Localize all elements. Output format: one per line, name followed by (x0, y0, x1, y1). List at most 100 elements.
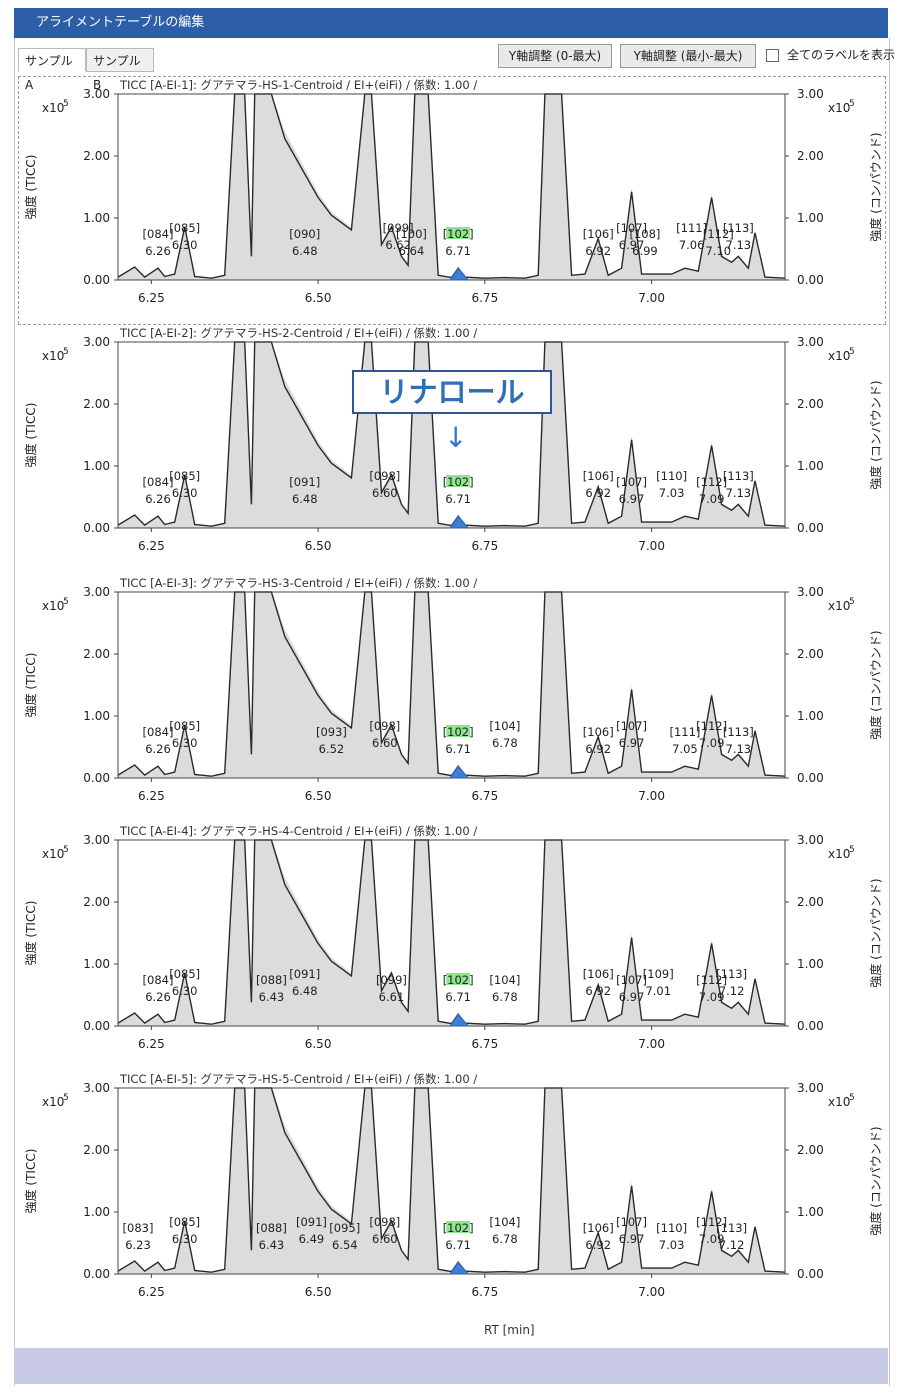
chart-3-area-fill (118, 592, 785, 778)
chart-3-multiplier-left-exp: 5 (63, 597, 69, 607)
chart-5-peak-id: [110] (656, 1221, 687, 1235)
chart-5-ytick-label-left: 3.00 (83, 1081, 110, 1095)
chart-2-ytick-label-left: 0.00 (83, 521, 110, 535)
chart-4-ytick-label-left: 2.00 (83, 895, 110, 909)
chart-2-peak-rt: 6.60 (372, 486, 398, 500)
chart-4-ytick-label-right: 1.00 (797, 957, 824, 971)
chart-4-peak-id: [085] (169, 967, 200, 981)
chart-1-xtick-label: 6.50 (305, 291, 332, 305)
chart-2-peak-id: [102] (443, 475, 474, 489)
chart-2-peak-id: [113] (723, 469, 754, 483)
chart-3-xtick-label: 7.00 (638, 789, 665, 803)
chart-5-area-fill (118, 1088, 785, 1274)
chart-1-xtick-label: 6.75 (471, 291, 498, 305)
chart-2-peak-id: [110] (656, 469, 687, 483)
chart-5-xtick-label: 6.75 (471, 1285, 498, 1299)
chart-1-linalool-peak (449, 267, 470, 281)
chart-5-peak-id: [112] (696, 1215, 727, 1229)
chart-5-ytick-label-left: 1.00 (83, 1205, 110, 1219)
chart-1-peak-id: [112] (703, 227, 734, 241)
show-all-labels-checkbox[interactable] (766, 49, 779, 62)
linalool-callout: リナロール (352, 370, 552, 414)
chart-1-multiplier-left: x10 (42, 101, 64, 115)
chart-1-peak-id: [084] (143, 227, 174, 241)
chart-1-ylabel-right: 強度 (コンパウンド) (868, 132, 883, 241)
chart-4-multiplier-right: x10 (828, 847, 850, 861)
chart-3-peak-rt: 7.13 (726, 742, 752, 756)
chart-3-peak-id: [085] (169, 719, 200, 733)
chart-4-ylabel-right: 強度 (コンパウンド) (868, 878, 883, 987)
tab-sample-b[interactable]: サンプルB (86, 48, 154, 92)
chart-3-multiplier-right: x10 (828, 599, 850, 613)
chart-5-peak-rt: 6.49 (299, 1232, 325, 1246)
chart-4-multiplier-left: x10 (42, 847, 64, 861)
chart-1-ytick-label-left: 3.00 (83, 87, 110, 101)
chart-3-xtick-label: 6.75 (471, 789, 498, 803)
chart-4-ylabel-left: 強度 (TICC) (23, 901, 38, 966)
chart-2-peak-id: [091] (289, 475, 320, 489)
chart-3-ytick-label-left: 2.00 (83, 647, 110, 661)
chart-2-peak-id: [098] (369, 469, 400, 483)
chart-3-peak-id: [102] (443, 725, 474, 739)
chart-4-peak-id: [099] (376, 973, 407, 987)
chart-1-peak-rt: 6.99 (632, 244, 658, 258)
chart-1-multiplier-right-exp: 5 (849, 99, 855, 109)
chart-4-peak-rt: 6.92 (585, 984, 611, 998)
chart-5-peak-id: [085] (169, 1215, 200, 1229)
chart-2-peak-rt: 7.09 (699, 492, 725, 506)
chart-5-peak-id: [098] (369, 1215, 400, 1229)
chart-5-peak-rt: 6.54 (332, 1238, 358, 1252)
chart-5-multiplier-right-exp: 5 (849, 1093, 855, 1103)
chart-4-title: TICC [A-EI-4]: グアテマラ-HS-4-Centroid / EI+… (119, 824, 477, 838)
chart-5-peak-id: [091] (296, 1215, 327, 1229)
chart-4-linalool-peak (449, 1013, 470, 1027)
chart-5-peak-highlight-bg (446, 1221, 471, 1233)
chart-1-peak-id: [113] (723, 221, 754, 235)
chart-1-peak-rt: 6.30 (172, 238, 198, 252)
chart-2-peak-rt: 6.97 (619, 492, 645, 506)
selected-panel-border-left (18, 76, 19, 324)
chart-1-peak-rt: 6.64 (399, 244, 425, 258)
chart-2-peak-id: [085] (169, 469, 200, 483)
chart-3-peak-rt: 6.97 (619, 736, 645, 750)
chart-2-peak-rt: 7.03 (659, 486, 685, 500)
chart-3-ytick-label-right: 3.00 (797, 585, 824, 599)
selected-panel-border-top (18, 76, 886, 77)
chart-3-peak-rt: 6.26 (145, 742, 171, 756)
chart-5-multiplier-left-exp: 5 (63, 1093, 69, 1103)
chart-5-peak-id: [107] (616, 1215, 647, 1229)
y-adjust-min-max-button[interactable]: Y軸調整 (最小-最大) (620, 44, 756, 68)
chart-3-peak-highlight-bg (446, 725, 471, 737)
chart-5-peak-id: [083] (123, 1221, 154, 1235)
chart-3-peak-rt: 6.52 (319, 742, 345, 756)
chart-2-peak-id: [106] (583, 469, 614, 483)
chart-3-peak-rt: 7.09 (699, 736, 725, 750)
chart-1-peak-id: [107] (616, 221, 647, 235)
y-adjust-0-max-button[interactable]: Y軸調整 (0-最大) (498, 44, 612, 68)
chart-2-peak-id: [107] (616, 475, 647, 489)
chart-1-peak-id: [100] (396, 227, 427, 241)
chart-3-ytick-label-left: 1.00 (83, 709, 110, 723)
chart-5-peak-rt: 6.71 (445, 1238, 471, 1252)
chart-3-peak-id: [093] (316, 725, 347, 739)
chart-5-ytick-label-left: 0.00 (83, 1267, 110, 1281)
chart-4-peak-rt: 6.48 (292, 984, 318, 998)
chart-4-peak-rt: 6.71 (445, 990, 471, 1004)
chart-5-peak-rt: 6.23 (125, 1238, 151, 1252)
chart-1-ytick-label-right: 0.00 (797, 273, 824, 287)
chart-5-peak-id: [113] (716, 1221, 747, 1235)
chart-4-peak-rt: 7.12 (719, 984, 745, 998)
tab-sample-a[interactable]: サンプルA (18, 48, 86, 92)
arrow-down-icon: ↓ (444, 421, 468, 454)
chart-4-peak-id: [084] (143, 973, 174, 987)
chart-1-multiplier-right: x10 (828, 101, 850, 115)
chart-3-peak-id: [098] (369, 719, 400, 733)
chart-1-peak-id: [085] (169, 221, 200, 235)
chart-3-peak-id: [084] (143, 725, 174, 739)
chart-5-xtick-label: 6.50 (305, 1285, 332, 1299)
chart-1-area-fill (118, 94, 785, 280)
chart-4-peak-rt: 6.26 (145, 990, 171, 1004)
selected-panel-border-right (885, 76, 886, 324)
chart-1-peak-rt: 6.62 (385, 238, 411, 252)
